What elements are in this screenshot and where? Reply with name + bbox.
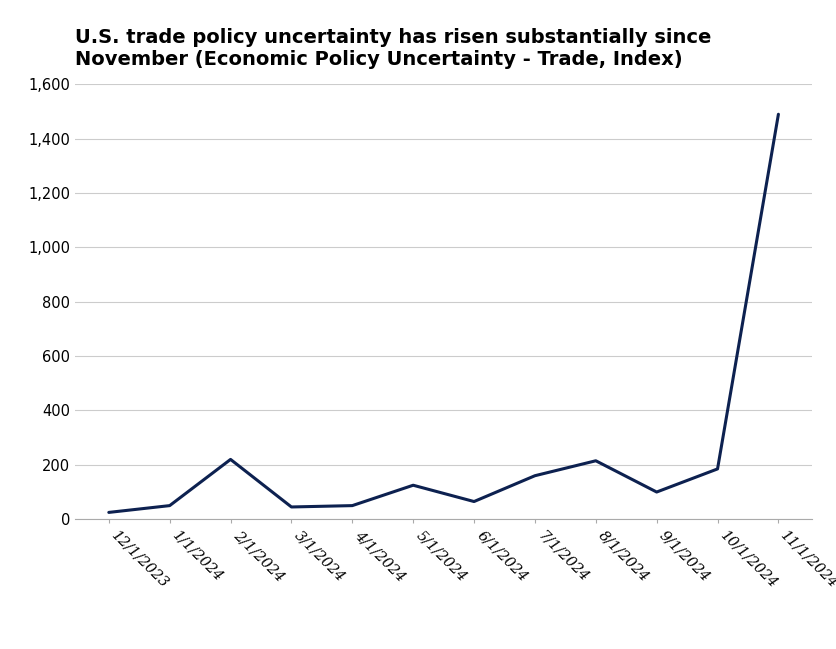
Text: U.S. trade policy uncertainty has risen substantially since
November (Economic P: U.S. trade policy uncertainty has risen … bbox=[75, 28, 711, 69]
